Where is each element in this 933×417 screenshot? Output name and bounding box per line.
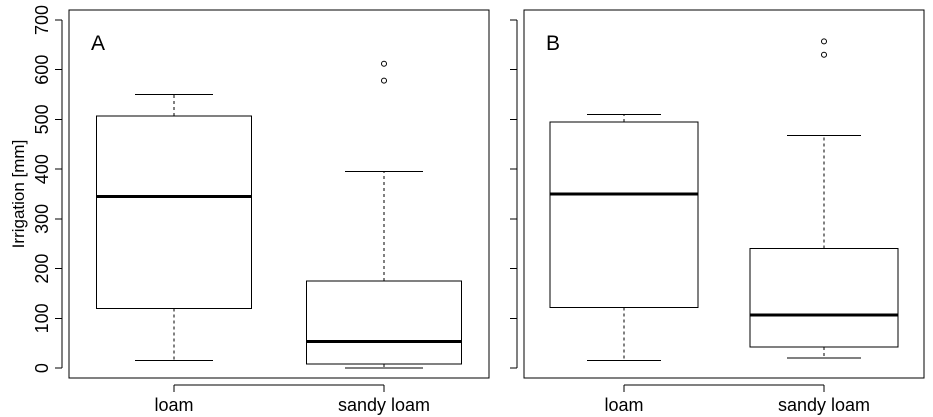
box-iqr: [549, 121, 699, 308]
y-axis-label: Irrigation [mm]: [9, 140, 28, 249]
x-tick-label: sandy loam: [338, 395, 430, 415]
outlier-point: [821, 51, 827, 58]
y-tick-label: 500: [32, 104, 52, 134]
outlier-point: [821, 38, 827, 45]
outlier-point: [381, 60, 387, 67]
panel-label: B: [546, 32, 560, 55]
panel-label: A: [91, 32, 105, 55]
y-tick-label: 100: [32, 303, 52, 333]
y-tick-label: 200: [32, 254, 52, 284]
y-tick-label: 600: [32, 55, 52, 85]
x-tick-label: loam: [604, 395, 643, 415]
panel-a: 0 100 200 300 400 500 600 700 Irrigation [mm] Alo…: [9, 5, 490, 415]
box-iqr: [95, 115, 253, 309]
outlier-point: [381, 77, 387, 84]
box-iqr: [749, 248, 899, 348]
y-tick-label: 300: [32, 204, 52, 234]
plot-frame: [523, 9, 925, 379]
y-tick-label: 0: [32, 363, 52, 373]
box-iqr: [305, 280, 463, 365]
x-tick-label: loam: [154, 395, 193, 415]
x-tick-label: sandy loam: [778, 395, 870, 415]
y-tick-label: 400: [32, 154, 52, 184]
plot-frame: [68, 9, 490, 379]
y-tick-label: 700: [32, 5, 52, 35]
